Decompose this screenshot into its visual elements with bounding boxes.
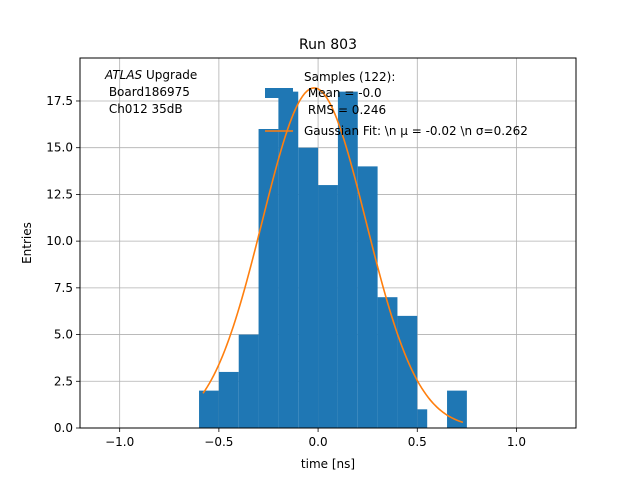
y-tick-label: 5.0 [54, 328, 73, 342]
annotation-line-2: Board186975 [105, 85, 190, 99]
upgrade-label: Upgrade [142, 68, 197, 82]
annotation-box: ATLAS Upgrade Board186975 Ch012 35dB [104, 68, 197, 116]
annotation-line-1: ATLAS Upgrade [104, 68, 197, 82]
y-tick-label: 17.5 [46, 94, 73, 108]
x-tick-label: 1.0 [507, 435, 526, 449]
histogram-bar [357, 166, 378, 428]
chart-title: Run 803 [299, 37, 357, 53]
legend-histogram-swatch [265, 88, 293, 98]
y-axis-label: Entries [20, 222, 34, 264]
y-tick-label: 15.0 [46, 141, 73, 155]
y-tick-label: 2.5 [54, 374, 73, 388]
y-tick-label: 10.0 [46, 234, 73, 248]
legend-line-3: RMS = 0.246 [304, 103, 386, 117]
fit-curve-line [202, 87, 464, 424]
histogram-bar [278, 91, 299, 429]
legend: Samples (122): Mean = -0.0 RMS = 0.246 G… [265, 70, 528, 138]
histogram-bar [298, 147, 319, 429]
histogram-bar [258, 129, 279, 428]
y-tick-label: 0.0 [54, 421, 73, 435]
histogram-bar [199, 390, 219, 428]
histogram-bars [199, 91, 467, 429]
x-axis-label: time [ns] [301, 457, 355, 471]
x-tick-label: −0.5 [204, 435, 233, 449]
annotation-line-3: Ch012 35dB [105, 102, 183, 116]
y-tick-label: 7.5 [54, 281, 73, 295]
y-tick-label: 12.5 [46, 187, 73, 201]
legend-line-4: Gaussian Fit: \n μ = -0.02 \n σ=0.262 [304, 124, 528, 138]
histogram-bar [397, 315, 418, 428]
x-tick-label: −1.0 [105, 435, 134, 449]
histogram-bar [218, 371, 239, 428]
legend-line-2: Mean = -0.0 [304, 86, 382, 100]
x-axis-ticks: −1.0 −0.5 0.0 0.5 1.0 [105, 428, 526, 449]
histogram-bar [417, 409, 428, 428]
legend-line-1: Samples (122): [304, 70, 395, 84]
y-axis-ticks: 0.0 2.5 5.0 7.5 10.0 12.5 15.0 17.5 [46, 94, 80, 435]
x-tick-label: 0.5 [408, 435, 427, 449]
histogram-bar [318, 185, 338, 428]
gaussian-fit [202, 87, 464, 424]
plot-frame [79, 57, 577, 429]
histogram-bar [238, 334, 259, 428]
histogram-bar [337, 91, 358, 429]
histogram-bar [447, 390, 467, 428]
histogram-bar [377, 297, 398, 428]
atlas-label: ATLAS [104, 68, 143, 82]
x-tick-label: 0.0 [309, 435, 328, 449]
